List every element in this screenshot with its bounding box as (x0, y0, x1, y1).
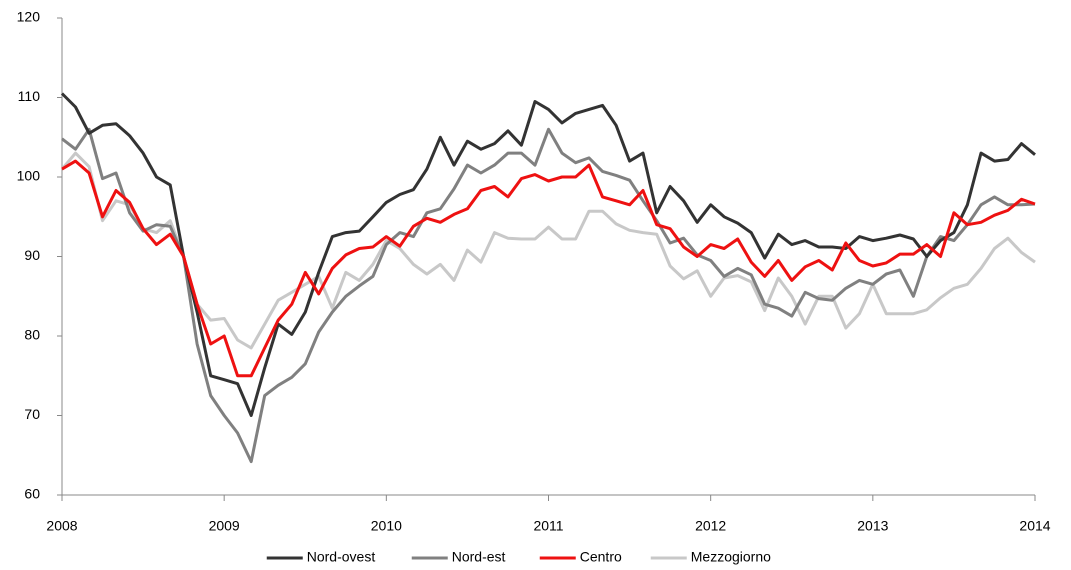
y-tick-label: 120 (17, 9, 41, 25)
y-tick-label: 100 (17, 168, 41, 184)
legend-label: Centro (580, 549, 622, 565)
x-tick-label: 2014 (1019, 518, 1050, 534)
x-tick-label: 2009 (209, 518, 240, 534)
y-tick-label: 80 (24, 327, 40, 343)
x-tick-label: 2011 (533, 518, 563, 534)
line-series (61, 159, 1036, 378)
line-series (60, 92, 1036, 417)
y-tick-label: 110 (18, 88, 41, 104)
y-tick-label: 60 (24, 486, 40, 502)
y-tick-label: 70 (24, 406, 40, 422)
line-series (61, 127, 1036, 464)
y-tick-label: 90 (24, 247, 40, 263)
legend-label: Mezzogiorno (691, 549, 771, 565)
x-tick-label: 2012 (695, 518, 726, 534)
x-tick-label: 2010 (371, 518, 402, 534)
x-tick-label: 2008 (46, 518, 77, 534)
legend-label: Nord-ovest (307, 549, 376, 565)
legend-label: Nord-est (452, 549, 506, 565)
x-tick-label: 2013 (857, 518, 888, 534)
